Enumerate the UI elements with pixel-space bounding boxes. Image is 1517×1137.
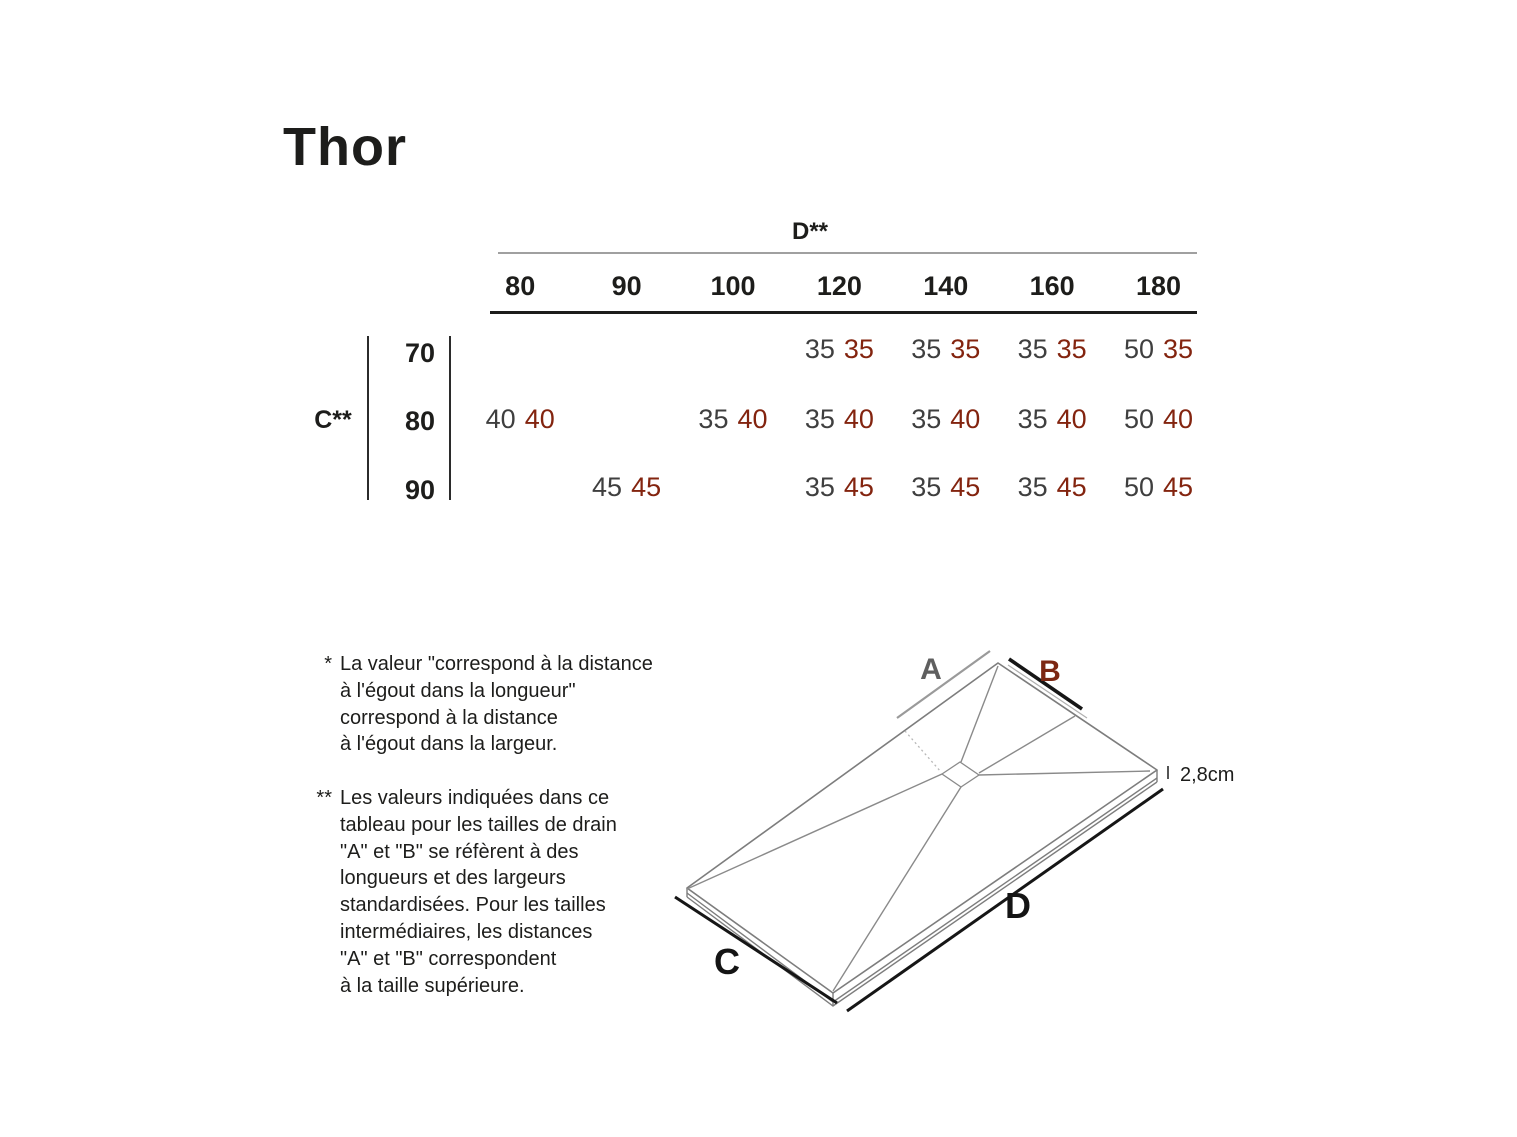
- table-cell: 45 45: [573, 453, 679, 521]
- table-cell: [467, 313, 573, 385]
- cell-value-secondary: 45: [1056, 471, 1087, 502]
- dimension-label-a: A: [920, 653, 942, 686]
- cell-value-secondary: 45: [950, 471, 981, 502]
- column-header: 120: [816, 270, 862, 301]
- drain-square: [940, 761, 981, 788]
- cell-value-primary: 50: [1123, 471, 1155, 502]
- table-cell: 35 40: [893, 385, 999, 453]
- cell-value-primary: 35: [804, 333, 835, 364]
- footnote-text: Les valeurs indiquées dans ce tableau po…: [340, 787, 617, 997]
- table-cell: 35 35: [999, 313, 1105, 385]
- footnote-single-star: * La valeur "correspond à la distance à …: [298, 651, 653, 758]
- table-vertical-rule-left: [367, 336, 369, 500]
- table-cell: 50 35: [1105, 313, 1211, 385]
- footnote-text: La valeur "correspond à la distance à l'…: [340, 653, 653, 756]
- table-cell: 35 45: [893, 453, 999, 521]
- column-header: 90: [611, 270, 642, 301]
- cell-value-secondary: 40: [737, 403, 768, 434]
- column-header: 100: [710, 270, 756, 301]
- cell-value-primary: 40: [485, 403, 516, 434]
- table-header-rule: [490, 311, 1197, 314]
- dimension-label-b: B: [1039, 655, 1061, 688]
- footnote-marker: **: [316, 787, 332, 809]
- table-cell: 35 40: [786, 385, 892, 453]
- cell-value-secondary: 40: [1056, 403, 1087, 434]
- footnote-double-star: ** Les valeurs indiquées dans ce tableau…: [298, 785, 617, 999]
- cell-value-secondary: 35: [1163, 333, 1194, 364]
- column-header: 180: [1136, 270, 1182, 301]
- table-cell: 35 45: [999, 453, 1105, 521]
- dimension-line-b: [1007, 657, 1084, 711]
- drain-projection-dotted-line: [904, 730, 942, 773]
- shower-tray-diagram: A B 2,8cm D C: [674, 650, 1234, 1013]
- table-cell: 35 35: [893, 313, 999, 385]
- table-cell: [680, 313, 786, 385]
- slope-line-top: [960, 665, 999, 763]
- table-cell: 35 35: [786, 313, 892, 385]
- cell-value-primary: 35: [698, 403, 729, 434]
- dimension-label-d: D: [1005, 885, 1031, 926]
- table-cell: [573, 385, 679, 453]
- column-header: 80: [505, 270, 536, 301]
- product-title: Thor: [283, 117, 407, 177]
- table-cell: 50 40: [1105, 385, 1211, 453]
- row-header-80: 80: [404, 406, 436, 436]
- thickness-label: 2,8cm: [1180, 764, 1234, 786]
- dimension-line-d: [846, 787, 1164, 1013]
- cell-value-primary: 35: [911, 403, 942, 434]
- cell-value-secondary: 35: [1056, 333, 1087, 364]
- cell-value-primary: 35: [911, 471, 942, 502]
- cell-value-primary: 50: [1123, 333, 1155, 364]
- table-cell: 40 40: [467, 385, 573, 453]
- table-vertical-rule-right: [449, 336, 451, 500]
- cell-value-secondary: 40: [524, 403, 555, 434]
- cell-value-secondary: 45: [631, 471, 662, 502]
- cell-value-primary: 45: [592, 471, 623, 502]
- table-cell: 35 40: [999, 385, 1105, 453]
- cell-value-primary: 35: [804, 403, 835, 434]
- cell-value-primary: 35: [911, 333, 942, 364]
- cell-value-primary: 50: [1123, 403, 1155, 434]
- cell-value-primary: 35: [1017, 471, 1048, 502]
- dimension-label-c: C: [714, 941, 740, 982]
- dimension-line-a: [896, 650, 991, 719]
- dimension-line-b-guide: [1007, 664, 1088, 719]
- d-axis-label: D**: [791, 218, 828, 245]
- slope-line-left: [686, 773, 943, 890]
- c-axis-label: C**: [314, 406, 352, 434]
- column-header: 160: [1029, 270, 1075, 301]
- size-table: 80 90 100 120 140 160 180 35 35 35 35 35 35…: [467, 259, 1212, 521]
- cell-value-secondary: 40: [950, 403, 981, 434]
- table-cell: 35 45: [786, 453, 892, 521]
- cell-value-secondary: 40: [843, 403, 874, 434]
- slope-line-bottom: [832, 786, 962, 992]
- cell-value-secondary: 35: [843, 333, 874, 364]
- cell-value-primary: 35: [1017, 333, 1048, 364]
- row-header-90: 90: [404, 475, 436, 505]
- row-header-70: 70: [404, 338, 436, 368]
- dimension-line-c: [674, 895, 838, 1005]
- slope-line-right: [978, 770, 1151, 776]
- cell-value-secondary: 45: [1163, 471, 1194, 502]
- cell-value-primary: 35: [1017, 403, 1048, 434]
- tray-top-face: [686, 662, 1158, 994]
- slope-line-upper-right: [978, 715, 1076, 774]
- table-cell: 50 45: [1105, 453, 1211, 521]
- column-header: 140: [923, 270, 969, 301]
- footnote-marker: *: [324, 653, 332, 675]
- table-top-rule: [498, 252, 1197, 254]
- table-cell: [467, 453, 573, 521]
- table-cell: [680, 453, 786, 521]
- table-cell: [573, 313, 679, 385]
- cell-value-secondary: 40: [1163, 403, 1194, 434]
- cell-value-secondary: 35: [950, 333, 981, 364]
- cell-value-secondary: 45: [843, 471, 874, 502]
- cell-value-primary: 35: [804, 471, 835, 502]
- table-cell: 35 40: [680, 385, 786, 453]
